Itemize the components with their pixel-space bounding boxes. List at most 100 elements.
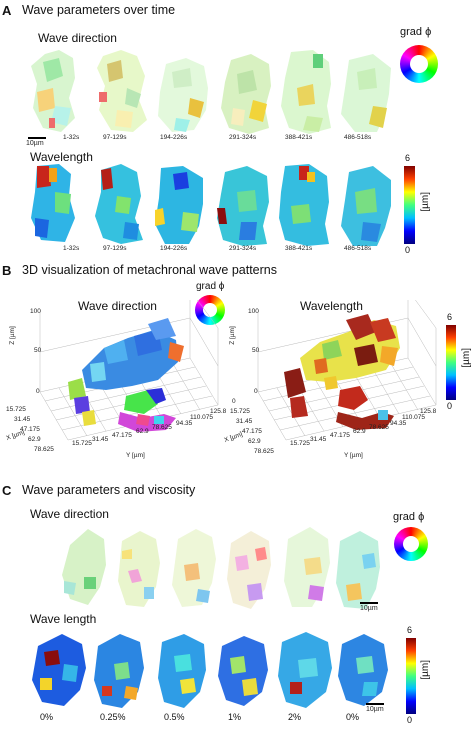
direction-map-4 (221, 54, 271, 134)
panel-a-wavelength-label: Wavelength (30, 150, 93, 164)
panel-c-scalebar-bottom-label: 10µm (366, 706, 384, 713)
panel-b-letter: B (2, 263, 12, 278)
c-direction-map-2 (118, 531, 160, 607)
c-wavelength-map-5 (278, 632, 332, 708)
panel-a-cbar-min: 0 (405, 245, 411, 255)
direction-map-6 (341, 54, 391, 132)
panel-c-wavelength-maps (32, 632, 388, 708)
c-visc-4: 1% (228, 712, 242, 722)
panel-c-cbar-max: 6 (407, 625, 413, 635)
panel-c-title: Wave parameters and viscosity (22, 483, 196, 497)
a-time-6: 486-518s (344, 134, 372, 141)
b-left-z-tick-50: 50 (34, 347, 42, 354)
b-left-x-tick-3: 47.175 (20, 426, 40, 433)
c-direction-map-6 (336, 531, 380, 609)
a-time-2: 97-129s (103, 134, 127, 141)
panel-a-title: Wave parameters over time (22, 3, 176, 17)
wavelength-map-5 (279, 164, 329, 246)
panel-b-left-title: Wave direction (78, 299, 157, 313)
direction-map-2 (97, 50, 147, 132)
a-time-r2-4: 291-324s (229, 245, 257, 252)
b-left-x-tick-2: 31.45 (14, 416, 31, 423)
a-time-1: 1-32s (63, 134, 80, 141)
b-left-z-tick-0: 0 (36, 388, 40, 395)
panel-c-letter: C (2, 483, 12, 498)
panel-b-left-plot (39, 300, 219, 441)
panel-b-color-wheel (195, 295, 225, 325)
b-right-x-tick-4: 62.9 (248, 438, 261, 445)
b-right-y-tick-4: 78.625 (369, 424, 389, 431)
b-left-y-tick-3: 62.9 (136, 428, 149, 435)
panel-a-colorbar (404, 166, 415, 244)
b-right-z-tick-0: 0 (254, 388, 258, 395)
panel-a-scalebar-label: 10µm (26, 140, 44, 147)
panel-a-cbar-unit: [µm] (420, 192, 431, 212)
b-right-y-tick-0: 15.725 (290, 440, 310, 447)
b-left-y-tick-0: 15.725 (72, 440, 92, 447)
b-right-x-tick-2: 31.45 (236, 418, 253, 425)
c-wavelength-map-6 (338, 634, 388, 706)
b-left-y-tick-7: 125.8 (210, 408, 227, 415)
panel-c-direction-maps (62, 527, 380, 609)
b-right-y-tick-6: 110.075 (402, 414, 426, 421)
panel-c-scalebar-top (360, 602, 378, 604)
b-left-z-label: Z [µm] (8, 326, 16, 345)
a-time-r2-6: 486-518s (344, 245, 372, 252)
b-right-y-tick-1: 31.45 (310, 436, 327, 443)
b-left-z-tick-100: 100 (30, 308, 41, 315)
b-left-y-tick-5: 94.35 (176, 420, 193, 427)
b-right-cells (284, 314, 400, 430)
wavelength-map-6 (341, 166, 391, 246)
panel-c-wavelength-label: Wave length (30, 612, 97, 626)
b-right-y-tick-5: 94.35 (390, 420, 407, 427)
c-visc-5: 2% (288, 712, 302, 722)
a-time-r2-3: 194-226s (160, 245, 188, 252)
b-right-y-tick-2: 47.175 (330, 432, 350, 439)
b-left-cells (68, 318, 184, 432)
panel-a-direction-maps (31, 50, 391, 134)
a-time-4: 291-324s (229, 134, 257, 141)
panel-c-cbar-min: 0 (407, 715, 413, 725)
b-right-y-label: Y [µm] (344, 452, 363, 459)
b-right-y-tick-3: 62.9 (353, 428, 366, 435)
b-right-x-tick-0: 0 (232, 398, 236, 405)
a-time-5: 388-421s (285, 134, 313, 141)
panel-a-scalebar (28, 137, 46, 139)
direction-map-3 (158, 58, 208, 132)
panel-c-cbar-unit: [µm] (420, 660, 431, 680)
b-left-x-tick-1: 15.725 (6, 406, 26, 413)
panel-b-right-title: Wavelength (300, 299, 363, 313)
panel-a-direction-label: Wave direction (38, 31, 117, 45)
panel-b-cbar-unit: [µm] (461, 348, 472, 368)
b-left-y-tick-4: 78.625 (152, 424, 172, 431)
c-direction-map-3 (172, 529, 216, 607)
b-right-z-label: Z [µm] (228, 326, 236, 345)
b-left-y-label: Y [µm] (126, 452, 145, 459)
c-direction-map-1 (62, 529, 106, 605)
panel-a-wheel-label: grad ϕ (400, 26, 432, 38)
c-visc-1: 0% (40, 712, 54, 722)
c-wavelength-map-2 (94, 634, 144, 708)
a-time-r2-1: 1-32s (63, 245, 80, 252)
panel-c-direction-label: Wave direction (30, 507, 109, 521)
b-right-x-tick-3: 47.175 (242, 428, 262, 435)
c-direction-map-4 (227, 531, 271, 609)
b-right-x-tick-5: 78.625 (254, 448, 274, 455)
panel-c-colorbar (406, 638, 416, 714)
c-visc-6: 0% (346, 712, 360, 722)
panel-b-title: 3D visualization of metachronal wave pat… (22, 263, 277, 277)
b-right-y-tick-7: 125.8 (420, 408, 437, 415)
panel-c-color-wheel (394, 527, 428, 561)
b-right-x-tick-1: 15.725 (230, 408, 250, 415)
panel-b-cbar-max: 6 (447, 312, 453, 322)
c-wavelength-map-3 (158, 634, 206, 708)
c-visc-3: 0.5% (164, 712, 185, 722)
wavelength-map-4 (217, 166, 269, 246)
b-left-y-tick-1: 31.45 (92, 436, 109, 443)
panel-a-wavelength-maps (31, 164, 391, 246)
wavelength-map-3 (155, 166, 203, 244)
panel-b-wheel-label: grad ϕ (196, 281, 225, 292)
b-left-y-tick-6: 110.075 (190, 414, 214, 421)
c-wavelength-map-4 (218, 636, 268, 706)
panel-c-wheel-label: grad ϕ (393, 511, 425, 523)
